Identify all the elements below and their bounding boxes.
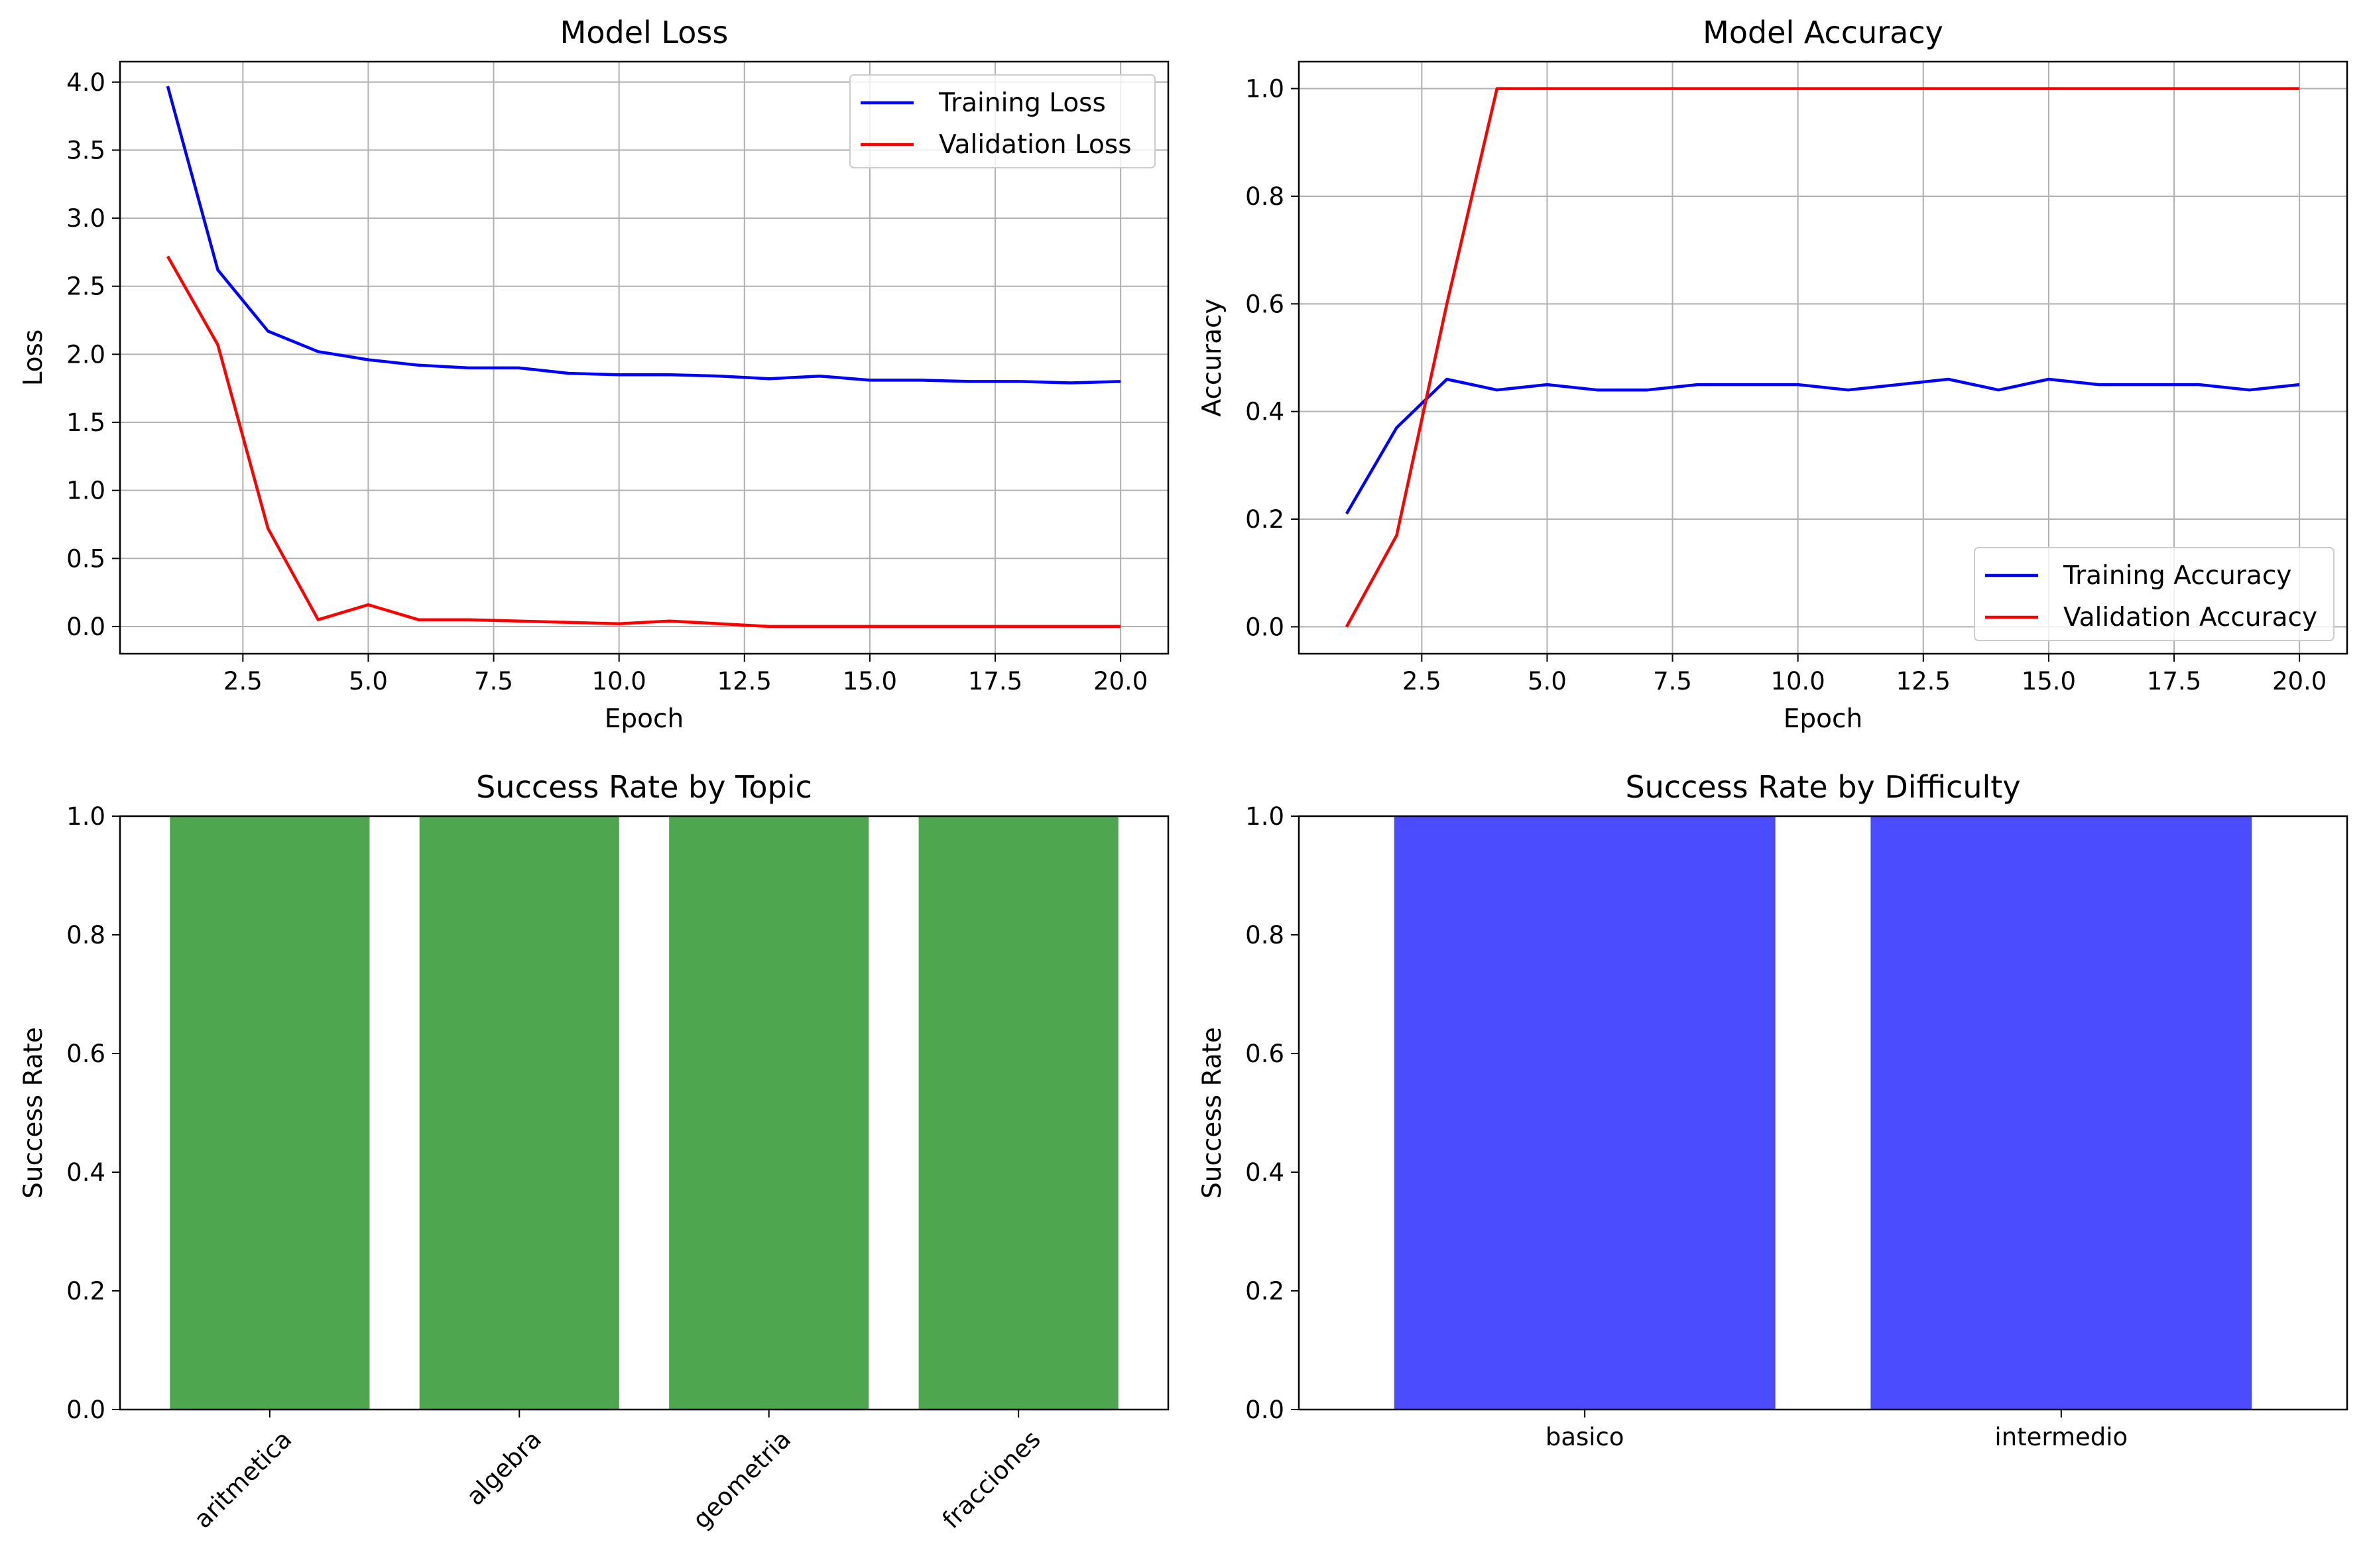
y-tick-label: 3.5 [66, 136, 105, 164]
legend-box [1974, 547, 2335, 641]
y-tick-label: 0.2 [66, 1277, 105, 1305]
x-tick-label: 15.0 [843, 667, 897, 695]
x-tick-label: geometria [687, 1425, 796, 1534]
y-tick-label: 1.0 [66, 802, 105, 831]
y-axis-label: Loss [19, 330, 48, 387]
chart-title: Model Loss [560, 15, 729, 50]
series-line-validation [166, 255, 1121, 629]
y-tick-label: 2.0 [66, 340, 105, 369]
y-tick-label: 0.0 [1245, 613, 1284, 641]
y-tick-label: 0.2 [1245, 1277, 1284, 1305]
y-tick-label: 1.0 [66, 477, 105, 505]
y-tick-label: 0.8 [66, 921, 105, 949]
bar-algebra [419, 816, 619, 1410]
y-tick-label: 0.0 [1245, 1396, 1284, 1424]
y-axis-label: Success Rate [19, 1027, 48, 1199]
legend-label: Validation Loss [939, 130, 1132, 160]
x-tick-label: algebra [461, 1425, 547, 1511]
x-tick-label: 12.5 [717, 667, 772, 695]
y-tick-label: 0.8 [1245, 921, 1284, 949]
chart-title: Success Rate by Topic [476, 769, 812, 805]
legend-box [849, 74, 1156, 168]
x-axis-label: Epoch [605, 704, 684, 734]
legend-label: Training Accuracy [2063, 561, 2291, 591]
axes-frame [1298, 815, 2348, 1411]
legend: Training Accuracy Validation Accuracy [1974, 547, 2335, 641]
bar-intermedio [1870, 816, 2252, 1410]
bar-geometria [669, 816, 869, 1410]
bar-aritmetica [170, 816, 370, 1410]
y-tick-label: 3.0 [66, 204, 105, 233]
bar-basico [1394, 816, 1776, 1410]
axes-frame [119, 60, 1170, 655]
x-tick-label: aritmetica [188, 1425, 297, 1534]
x-tick-label: 5.0 [1528, 667, 1567, 695]
x-tick-label: 7.5 [1653, 667, 1692, 695]
y-tick-label: 0.4 [66, 1158, 105, 1187]
y-tick-label: 0.0 [66, 613, 105, 641]
x-tick-label: 20.0 [2272, 667, 2327, 695]
y-tick-label: 0.4 [1245, 398, 1284, 426]
y-tick-label: 0.2 [1245, 505, 1284, 534]
series-line-validation [1345, 87, 2300, 628]
x-tick-label: 5.0 [349, 667, 388, 695]
subplot-1: 2.5 5.0 7.5 10.0 12.5 15.0 17.5 20.0 Training Lo… [19, 15, 1170, 734]
subplot-2: 2.5 5.0 7.5 10.0 12.5 15.0 17.5 20.0 Training Ac… [1197, 15, 2348, 734]
x-tick-label: 15.0 [2022, 667, 2076, 695]
y-tick-label: 1.0 [1245, 75, 1284, 103]
y-axis-label: Accuracy [1197, 298, 1227, 416]
chart-title: Model Accuracy [1703, 15, 1943, 50]
y-tick-label: 4.0 [66, 68, 105, 97]
legend: Training Loss Validation Loss [849, 74, 1156, 168]
x-tick-label: 10.0 [591, 667, 646, 695]
x-tick-label: 10.0 [1770, 667, 1825, 695]
y-tick-label: 0.8 [1245, 182, 1284, 211]
legend-label: Training Loss [938, 88, 1106, 118]
x-tick-label: 7.5 [474, 667, 513, 695]
chart-title: Success Rate by Difficulty [1625, 769, 2020, 805]
x-tick-label: 2.5 [223, 667, 263, 695]
legend-label: Validation Accuracy [2063, 603, 2317, 633]
y-tick-label: 2.5 [66, 272, 105, 301]
axes-frame [1298, 60, 2348, 655]
y-tick-label: 0.6 [66, 1040, 105, 1068]
series-line-training [166, 86, 1121, 385]
y-axis-label: Success Rate [1197, 1027, 1227, 1199]
x-tick-label: 12.5 [1896, 667, 1951, 695]
x-tick-label: basico [1546, 1423, 1624, 1451]
subplot-3: aritmetica algebra geometria fracciones 0.0 0… [19, 769, 1170, 1534]
x-tick-label: 20.0 [1093, 667, 1148, 695]
x-tick-label: 2.5 [1402, 667, 1441, 695]
series-line-training [1345, 377, 2300, 515]
bar-fracciones [918, 816, 1119, 1410]
y-tick-label: 1.0 [1245, 802, 1284, 831]
y-tick-label: 0.5 [66, 544, 105, 573]
y-tick-label: 0.0 [66, 1396, 105, 1424]
y-tick-label: 0.6 [1245, 1040, 1284, 1068]
x-tick-label: 17.5 [968, 667, 1022, 695]
y-tick-label: 1.5 [66, 408, 105, 437]
y-tick-label: 0.4 [1245, 1158, 1284, 1187]
axes-frame [119, 815, 1170, 1411]
x-tick-label: fracciones [937, 1425, 1046, 1534]
y-tick-label: 0.6 [1245, 290, 1284, 318]
subplot-4: basico intermedio 0.0 0.2 0.4 0.6 0.8 1.0 Succes… [1197, 769, 2348, 1451]
x-tick-label: intermedio [1994, 1423, 2128, 1451]
x-axis-label: Epoch [1784, 704, 1862, 734]
x-tick-label: 17.5 [2147, 667, 2201, 695]
